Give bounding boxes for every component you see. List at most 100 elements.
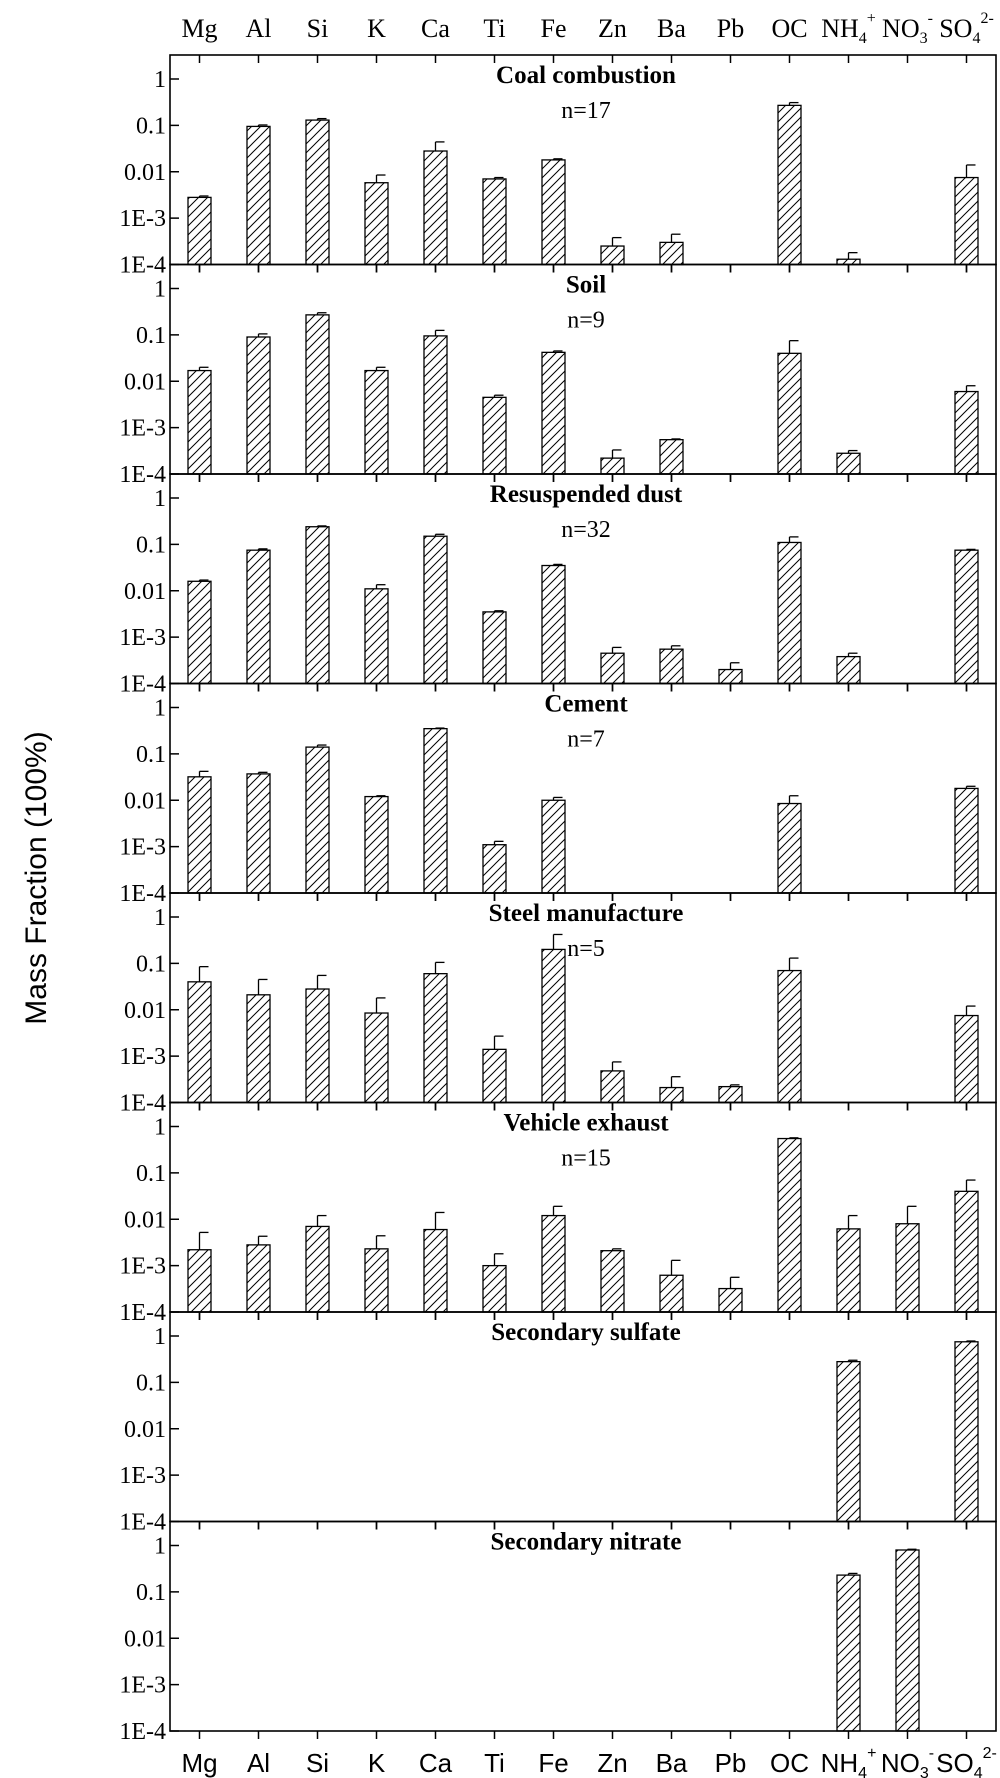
y-tick-label: 1E-4	[119, 1510, 166, 1536]
bottom-label-ti: Ti	[484, 1748, 505, 1778]
bar-ba	[659, 648, 684, 685]
y-tick-label: 1E-4	[119, 881, 166, 907]
panel-3: 1E-4 1E-3 0.01 0.1 1 Cement n=7	[119, 682, 997, 907]
bar-ca	[423, 727, 448, 894]
bar-so42	[954, 787, 979, 894]
panel-title: Steel manufacture	[489, 900, 684, 927]
top-label-fe: Fe	[541, 14, 567, 43]
top-label-ba: Ba	[657, 14, 686, 43]
bar-pb	[718, 1085, 743, 1104]
panel-n-label: n=17	[561, 98, 611, 124]
y-tick-label: 1	[154, 1534, 166, 1560]
top-label-so42: SO42-	[939, 10, 994, 47]
panel-title: Soil	[566, 272, 606, 299]
bar-oc	[777, 104, 802, 266]
bar-nh4	[836, 1360, 861, 1523]
bar-ca	[423, 1228, 448, 1313]
top-category-labels: Mg Al Si K Ca Ti Fe Zn Ba Pb OC NH4+ NO3- SO42-	[181, 10, 993, 47]
y-tick-label: 1	[154, 486, 166, 512]
y-tick-label: 1	[154, 905, 166, 931]
y-tick-label: 1E-3	[119, 1673, 166, 1699]
bar-ti	[482, 1048, 507, 1104]
top-label-al: Al	[246, 14, 272, 43]
panel-n-label: n=7	[567, 727, 605, 753]
bar-si	[305, 746, 330, 894]
bar-ca	[423, 335, 448, 475]
bar-no3	[895, 1223, 920, 1313]
bar-ba	[659, 241, 684, 266]
bar-ti	[482, 178, 507, 266]
y-tick-label: 0.1	[136, 1580, 166, 1606]
bar-si	[305, 119, 330, 266]
bar-oc	[777, 1137, 802, 1313]
bar-ti	[482, 844, 507, 894]
panels: 1E-41E-30.010.11 Coal combustionn=171E-41…	[119, 54, 997, 1745]
bar-mg	[187, 369, 212, 475]
panel-6: 1E-4 1E-3 0.01 0.1 1 Secondary sulfate	[119, 1311, 997, 1536]
bar-pb	[718, 1287, 743, 1313]
bar-oc	[777, 969, 802, 1104]
y-tick-label: 1	[154, 1115, 166, 1141]
bar-fe	[541, 159, 566, 266]
bar-so42	[954, 549, 979, 685]
bar-nh4	[836, 1574, 861, 1732]
bar-so42	[954, 390, 979, 475]
bar-zn	[600, 245, 625, 266]
bar-si	[305, 988, 330, 1104]
panel-n-label: n=5	[567, 936, 605, 962]
bar-k	[364, 369, 389, 475]
bar-al	[246, 994, 271, 1104]
y-tick-label: 1E-3	[119, 1044, 166, 1070]
bar-pb	[718, 668, 743, 685]
bottom-label-al: Al	[247, 1748, 270, 1778]
bar-k	[364, 588, 389, 685]
bottom-label-ca: Ca	[419, 1748, 453, 1778]
bottom-label-fe: Fe	[538, 1748, 568, 1778]
bar-nh4	[836, 655, 861, 685]
panel-title: Secondary nitrate	[491, 1529, 682, 1556]
top-label-nh4: NH4+	[821, 10, 876, 47]
y-tick-label: 0.01	[124, 788, 166, 814]
bar-ba	[659, 439, 684, 475]
y-tick-label: 1E-4	[119, 1300, 166, 1326]
bar-ca	[423, 535, 448, 685]
y-tick-label: 1E-4	[119, 1719, 166, 1745]
bar-oc	[777, 802, 802, 894]
y-tick-label: 1	[154, 1324, 166, 1350]
bar-fe	[541, 948, 566, 1104]
bar-ca	[423, 150, 448, 266]
bar-so42	[954, 176, 979, 266]
bottom-label-oc: OC	[770, 1748, 809, 1778]
panel-2: 1E-4 1E-3 0.01 0.1 1 Resuspended dust n=32	[119, 473, 997, 698]
top-label-si: Si	[307, 14, 329, 43]
top-label-ti: Ti	[483, 14, 505, 43]
bottom-label-mg: Mg	[181, 1748, 217, 1778]
panel-title: Coal combustion	[496, 62, 676, 89]
bar-mg	[187, 580, 212, 685]
y-tick-label: 1E-4	[119, 672, 166, 698]
bottom-category-labels: Mg Al Si K Ca Ti Fe Zn Ba Pb OC NH4+ NO3- SO42-	[181, 1745, 996, 1778]
bar-si	[305, 526, 330, 685]
top-label-pb: Pb	[717, 14, 744, 43]
y-tick-label: 0.01	[124, 998, 166, 1024]
bar-k	[364, 795, 389, 894]
bottom-label-pb: Pb	[715, 1748, 747, 1778]
y-tick-label: 0.1	[136, 1370, 166, 1396]
bar-zn	[600, 1070, 625, 1104]
bottom-label-so42: SO42-	[936, 1745, 997, 1778]
bar-mg	[187, 1249, 212, 1313]
bottom-label-zn: Zn	[597, 1748, 627, 1778]
top-label-ca: Ca	[421, 14, 450, 43]
panel-frame	[169, 1520, 997, 1732]
y-axis-label: Mass Fraction (100%)	[20, 731, 53, 1024]
panel-4: 1E-4 1E-3 0.01 0.1 1 Steel manufacture n=5	[119, 892, 997, 1117]
panel-title: Vehicle exhaust	[503, 1110, 669, 1137]
bottom-label-ba: Ba	[656, 1748, 688, 1778]
panel-5: 1E-4 1E-3 0.01 0.1 1 Vehicle exhaust n=15	[119, 1101, 997, 1326]
bar-oc	[777, 541, 802, 685]
bar-fe	[541, 351, 566, 475]
bar-mg	[187, 981, 212, 1104]
y-tick-label: 1	[154, 277, 166, 303]
top-label-mg: Mg	[181, 14, 217, 43]
bar-so42	[954, 1014, 979, 1104]
